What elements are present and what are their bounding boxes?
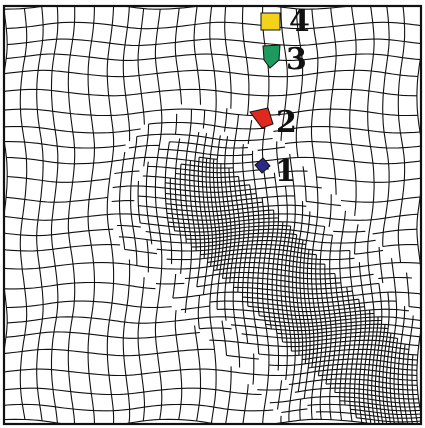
highlight-cell-4 — [260, 12, 281, 31]
mesh-grid — [3, 5, 422, 425]
highlight-cell-3 — [262, 44, 281, 69]
label-3: 3 — [286, 42, 307, 77]
mesh-boundary — [2, 4, 423, 426]
label-4: 4 — [289, 4, 310, 39]
highlight-cell-1 — [254, 157, 271, 174]
label-2: 2 — [276, 105, 297, 140]
highlight-cell-2 — [249, 107, 274, 129]
label-1: 1 — [275, 154, 296, 189]
